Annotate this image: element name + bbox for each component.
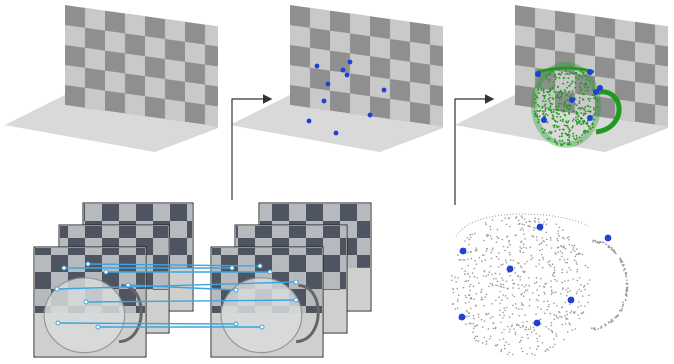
arrow-stage1-to-stage2 xyxy=(231,94,273,200)
keypoint xyxy=(569,97,575,103)
keypoint xyxy=(593,89,599,95)
feature-point xyxy=(259,324,265,330)
feature-point xyxy=(85,261,91,267)
keypoint xyxy=(536,223,544,231)
match-line xyxy=(127,284,237,291)
match-line xyxy=(56,281,297,290)
feature-point xyxy=(83,299,89,305)
pitcher-rim xyxy=(455,213,589,237)
pitcher-point-cloud xyxy=(451,213,629,356)
keypoint xyxy=(535,71,541,77)
match-line xyxy=(57,322,237,325)
glass-pitcher xyxy=(43,277,126,354)
keypoint xyxy=(533,319,541,327)
pitcher-handle xyxy=(595,89,622,135)
checkerboard xyxy=(65,5,218,127)
feature-point xyxy=(54,286,60,292)
feature-point xyxy=(55,320,61,326)
feature-point xyxy=(257,263,263,269)
keypoint xyxy=(344,72,350,78)
keypoint xyxy=(367,112,373,118)
keypoint xyxy=(340,67,346,73)
keypoint xyxy=(321,98,327,104)
keypoint xyxy=(597,85,603,91)
sparse-keypoints-scene xyxy=(230,5,443,152)
feature-point xyxy=(233,287,239,293)
keypoint xyxy=(314,63,320,69)
feature-match-lines xyxy=(54,261,299,330)
keypoint xyxy=(333,130,339,136)
keypoint xyxy=(325,81,331,87)
keypoint xyxy=(567,296,575,304)
keypoint xyxy=(381,87,387,93)
keypoint xyxy=(587,69,593,75)
match-line xyxy=(87,263,261,267)
keypoint xyxy=(506,265,514,273)
keypoint xyxy=(347,59,353,65)
arrow-stage2-to-stage3 xyxy=(454,94,495,205)
feature-point xyxy=(267,269,273,275)
feature-point xyxy=(103,269,109,275)
feature-point xyxy=(293,297,299,303)
glass-pitcher xyxy=(220,277,303,354)
feature-point xyxy=(61,265,67,271)
calibration-board-scene xyxy=(5,5,218,152)
image-stack-right xyxy=(210,202,372,358)
feature-point xyxy=(293,279,299,285)
pitcher-reconstruction-scene xyxy=(455,5,668,152)
keypoint xyxy=(604,234,612,242)
image-stack-left xyxy=(33,202,194,358)
keypoint xyxy=(306,118,312,124)
feature-point xyxy=(95,324,101,330)
feature-point xyxy=(229,265,235,271)
checkerboard xyxy=(290,5,443,127)
checkerboard xyxy=(515,5,668,127)
keypoint xyxy=(458,313,466,321)
keypoint xyxy=(587,115,593,121)
keypoint xyxy=(459,247,467,255)
feature-point xyxy=(233,321,239,327)
keypoint xyxy=(541,117,547,123)
pitcher-handle xyxy=(295,284,320,344)
match-line xyxy=(85,299,297,303)
feature-point xyxy=(125,282,131,288)
photo-frame xyxy=(210,246,324,358)
